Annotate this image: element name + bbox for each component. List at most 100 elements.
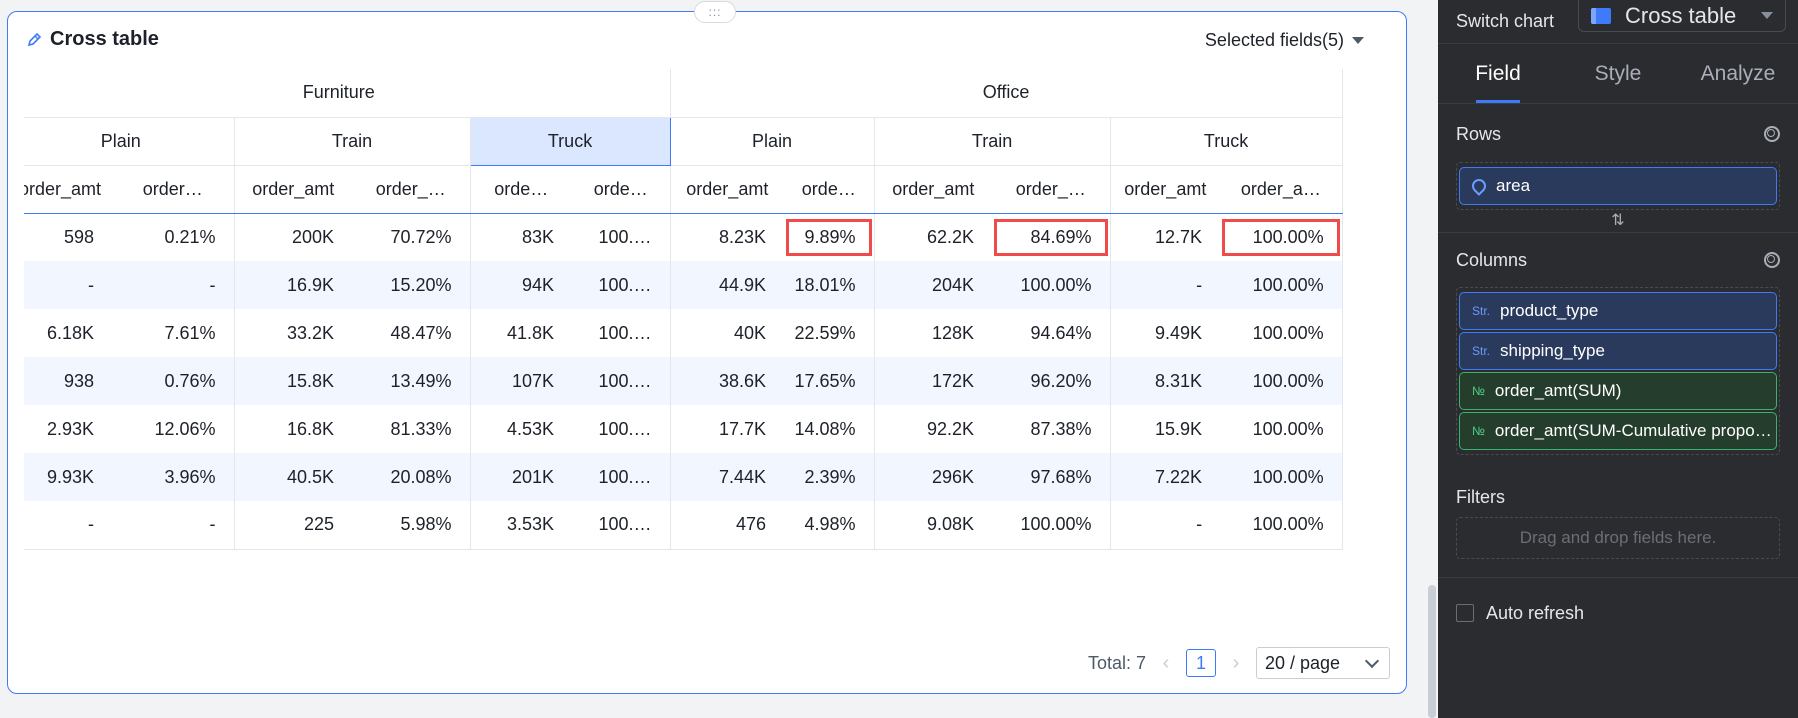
table-cell[interactable]: 20.08% — [352, 453, 471, 501]
tab-field[interactable]: Field — [1438, 44, 1558, 103]
table-cell[interactable]: - — [112, 501, 235, 550]
table-cell[interactable]: 9.08K — [874, 501, 993, 550]
table-cell[interactable]: 3.96% — [112, 453, 235, 501]
edit-icon[interactable] — [26, 31, 44, 49]
table-cell[interactable]: 100.… — [572, 213, 671, 261]
leaf-header-cell[interactable]: orde… — [470, 165, 572, 214]
column-field-shipping-type[interactable]: Str. shipping_type — [1459, 332, 1777, 370]
table-cell[interactable]: - — [1110, 501, 1221, 550]
table-cell[interactable]: 100.… — [572, 405, 671, 453]
table-cell[interactable]: 100.00% — [1220, 357, 1343, 405]
table-cell[interactable]: 2.93K — [46, 418, 94, 439]
table-cell[interactable]: 96.20% — [992, 357, 1111, 405]
table-cell[interactable]: 100.00% — [992, 261, 1111, 309]
tab-analyze[interactable]: Analyze — [1700, 61, 1776, 85]
table-cell[interactable]: 225 — [234, 501, 352, 550]
table-cell[interactable]: 81.33% — [352, 405, 471, 453]
table-cell[interactable]: 12.06% — [112, 405, 235, 453]
table-cell[interactable]: - — [24, 501, 112, 550]
table-cell[interactable]: 3.53K — [470, 501, 572, 550]
table-cell[interactable]: 33.2K — [286, 322, 334, 343]
header-furniture-truck[interactable]: Truck — [469, 116, 671, 166]
leaf-header-cell[interactable]: order_… — [352, 165, 471, 214]
table-cell[interactable]: 100.… — [572, 453, 671, 501]
table-cell[interactable]: 22.59% — [784, 309, 875, 357]
table-cell[interactable]: - — [112, 261, 235, 309]
table-cell[interactable]: 87.38% — [992, 405, 1111, 453]
table-cell[interactable]: - — [24, 261, 112, 309]
table-cell[interactable]: 84.69% — [992, 213, 1111, 261]
table-cell[interactable]: 70.72% — [352, 213, 471, 261]
table-cell[interactable]: 100.00% — [1220, 261, 1343, 309]
table-cell[interactable]: 94K — [470, 261, 572, 309]
table-cell[interactable]: 97.68% — [992, 453, 1111, 501]
table-cell[interactable]: 201K — [470, 453, 572, 501]
table-cell[interactable]: 100.… — [572, 501, 671, 550]
leaf-header-cell[interactable]: orde… — [784, 165, 875, 214]
table-cell[interactable]: 9.49K — [1155, 322, 1203, 343]
table-cell[interactable]: - — [1110, 261, 1221, 309]
header-furniture[interactable]: Furniture — [24, 69, 671, 118]
table-cell[interactable]: 938 — [24, 357, 112, 405]
header-office-plain[interactable]: Plain — [670, 117, 875, 166]
table-cell[interactable]: 100.00% — [1220, 309, 1343, 357]
leaf-header-cell[interactable]: order_a… — [1220, 165, 1343, 214]
table-cell[interactable]: 100.… — [572, 309, 671, 357]
leaf-header-cell[interactable]: order_… — [992, 165, 1111, 214]
table-cell[interactable]: 9.89% — [784, 213, 875, 261]
table-cell[interactable]: 62.2K — [927, 226, 975, 247]
table-cell[interactable]: 41.8K — [506, 322, 554, 343]
selected-fields-dropdown[interactable]: Selected fields(5) — [1205, 30, 1364, 51]
table-cell[interactable]: 17.7K — [719, 418, 767, 439]
rows-dropzone[interactable]: area — [1456, 162, 1780, 210]
table-cell[interactable]: 107K — [470, 357, 572, 405]
table-cell[interactable]: 38.6K — [670, 357, 785, 405]
table-cell[interactable]: 14.08% — [784, 405, 875, 453]
swap-icon[interactable]: ⇅ — [1611, 212, 1625, 229]
header-office[interactable]: Office — [670, 69, 1343, 118]
table-cell[interactable]: 100.00% — [992, 501, 1111, 550]
table-cell[interactable]: 40.5K — [234, 453, 352, 501]
gear-icon[interactable] — [1764, 126, 1780, 142]
columns-dropzone[interactable]: Str. product_type Str. shipping_type № o… — [1456, 287, 1780, 455]
tab-style[interactable]: Style — [1594, 61, 1642, 85]
table-cell[interactable]: 16.9K — [234, 261, 352, 309]
table-cell[interactable]: 18.01% — [784, 261, 875, 309]
table-cell[interactable]: 4.98% — [784, 501, 875, 550]
table-cell[interactable]: 100.00% — [1220, 405, 1343, 453]
leaf-header-cell[interactable]: order_amt — [874, 165, 993, 214]
table-cell[interactable]: 100.… — [572, 357, 671, 405]
table-viewport[interactable]: Furniture Office Plain Train Truck Plain… — [24, 69, 1396, 569]
page-1-button[interactable]: 1 — [1186, 649, 1216, 677]
header-office-truck[interactable]: Truck — [1110, 117, 1343, 166]
leaf-header-cell[interactable]: order_amt — [24, 165, 112, 214]
drag-handle[interactable]: ::: — [694, 1, 736, 23]
table-cell[interactable]: 40K — [734, 322, 767, 343]
table-cell[interactable]: 94.64% — [992, 309, 1111, 357]
table-cell[interactable]: 16.8K — [286, 418, 334, 439]
table-cell[interactable]: 8.31K — [1110, 357, 1221, 405]
prev-page-icon[interactable]: ‹ — [1162, 651, 1170, 674]
column-field-product-type[interactable]: Str. product_type — [1459, 292, 1777, 330]
gear-icon[interactable] — [1764, 252, 1780, 268]
leaf-header-cell[interactable]: order_amt — [234, 165, 352, 214]
column-field-order-amt-cumulative[interactable]: № order_amt(SUM-Cumulative proportion) — [1459, 412, 1777, 450]
auto-refresh-checkbox[interactable] — [1456, 604, 1474, 622]
table-cell[interactable]: 15.8K — [234, 357, 352, 405]
table-cell[interactable]: 100.00% — [1220, 213, 1343, 261]
table-cell[interactable]: 100.… — [572, 261, 671, 309]
table-cell[interactable]: 4.53K — [506, 418, 554, 439]
leaf-header-cell[interactable]: order_amt — [1110, 165, 1221, 214]
table-cell[interactable]: 476 — [670, 501, 785, 550]
column-field-order-amt-sum[interactable]: № order_amt(SUM) — [1459, 372, 1777, 410]
table-cell[interactable]: 0.21% — [112, 213, 235, 261]
leaf-header-cell[interactable]: order_amt — [670, 165, 785, 214]
table-cell[interactable]: 83K — [521, 226, 554, 247]
table-cell[interactable]: 172K — [874, 357, 993, 405]
filters-dropzone[interactable]: Drag and drop fields here. — [1456, 517, 1780, 559]
table-cell[interactable]: 100.00% — [1220, 453, 1343, 501]
table-cell[interactable]: 12.7K — [1155, 226, 1203, 247]
table-cell[interactable]: 5.98% — [352, 501, 471, 550]
table-cell[interactable]: 15.9K — [1155, 418, 1203, 439]
table-cell[interactable]: 0.76% — [112, 357, 235, 405]
